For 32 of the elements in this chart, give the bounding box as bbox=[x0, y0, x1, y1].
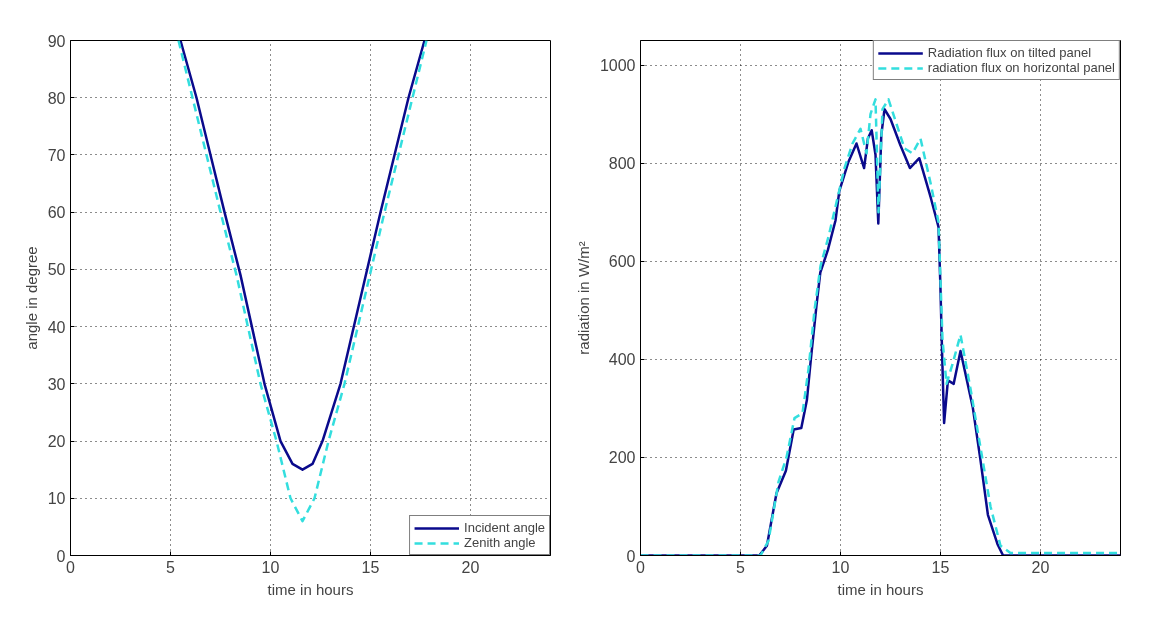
y-tick-label: 600 bbox=[608, 253, 636, 271]
x-axis-title: time in hours bbox=[267, 580, 354, 598]
y-tick-label: 40 bbox=[47, 318, 66, 336]
y-tick-label: 0 bbox=[56, 547, 66, 565]
x-tick-label: 15 bbox=[361, 558, 380, 576]
x-tick-label: 20 bbox=[461, 558, 480, 576]
x-tick-label: 10 bbox=[261, 558, 280, 576]
legend-label: Radiation flux on tilted panel bbox=[927, 45, 1092, 60]
x-tick-label: 20 bbox=[1031, 558, 1050, 576]
x-axis-title: time in hours bbox=[837, 580, 924, 598]
x-tick-label: 10 bbox=[831, 558, 850, 576]
y-tick-label: 80 bbox=[47, 89, 66, 107]
legend-label: radiation flux on horizontal panel bbox=[927, 60, 1115, 75]
x-tick-label: 5 bbox=[166, 558, 176, 576]
y-tick-label: 200 bbox=[608, 449, 636, 467]
y-tick-label: 10 bbox=[47, 490, 66, 508]
y-tick-label: 70 bbox=[47, 146, 66, 164]
y-tick-label: 90 bbox=[47, 32, 66, 50]
x-tick-label: 15 bbox=[931, 558, 950, 576]
y-tick-label: 400 bbox=[608, 351, 636, 369]
legend-label: Incident angle bbox=[464, 520, 545, 535]
y-tick-label: 60 bbox=[47, 204, 66, 222]
y-tick-label: 0 bbox=[626, 547, 636, 565]
x-tick-label: 5 bbox=[736, 558, 746, 576]
y-tick-label: 1000 bbox=[599, 57, 636, 75]
y-tick-label: 50 bbox=[47, 261, 66, 279]
y-axis-title: radiation in W/m² bbox=[574, 241, 592, 355]
y-tick-label: 800 bbox=[608, 155, 636, 173]
y-tick-label: 20 bbox=[47, 433, 66, 451]
legend-label: Zenith angle bbox=[464, 535, 536, 550]
y-tick-label: 30 bbox=[47, 375, 66, 393]
y-axis-title: angle in degree bbox=[22, 246, 40, 350]
